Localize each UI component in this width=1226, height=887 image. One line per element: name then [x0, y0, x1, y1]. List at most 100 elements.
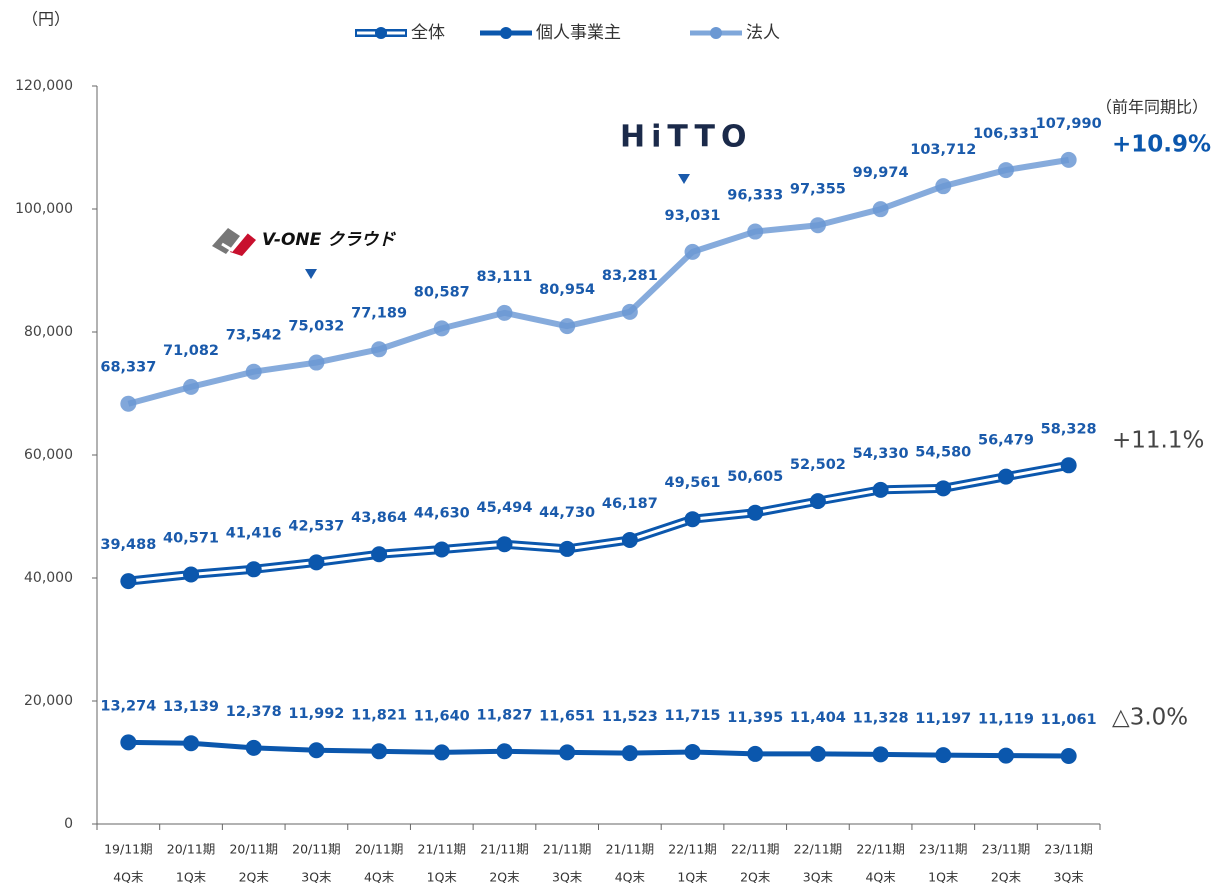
value-label: 11,523 — [602, 709, 658, 725]
marker — [245, 561, 262, 578]
annotation: （前年同期比） — [1096, 98, 1208, 117]
line-inner — [128, 463, 1069, 583]
marker — [245, 739, 262, 756]
value-label: 71,082 — [163, 343, 219, 359]
value-label: 41,416 — [226, 525, 282, 541]
marker — [684, 743, 701, 760]
annotation: +11.1% — [1112, 428, 1204, 454]
marker — [809, 217, 826, 234]
marker — [935, 747, 952, 764]
value-label: 83,281 — [602, 268, 658, 284]
marker — [747, 745, 764, 762]
y-tick-label: 20,000 — [24, 693, 73, 709]
marker — [183, 566, 200, 583]
marker — [559, 318, 576, 335]
y-tick-label: 60,000 — [24, 447, 73, 463]
value-label: 11,395 — [727, 710, 783, 726]
x-tick-label: 1Q末 — [427, 870, 458, 885]
value-label: 39,488 — [100, 537, 156, 553]
annotation: △3.0% — [1112, 705, 1188, 731]
value-label: 40,571 — [163, 530, 219, 546]
marker — [496, 536, 513, 553]
value-label: 44,730 — [539, 505, 595, 521]
marker — [935, 178, 952, 195]
value-label: 50,605 — [727, 469, 783, 485]
y-tick-label: 0 — [64, 816, 73, 832]
value-label: 99,974 — [853, 165, 909, 181]
value-label: 44,630 — [414, 506, 470, 522]
marker — [621, 531, 638, 548]
value-label: 11,119 — [978, 712, 1034, 728]
marker — [997, 162, 1014, 179]
marker — [747, 504, 764, 521]
x-tick-label: 4Q末 — [865, 870, 896, 885]
marker — [371, 341, 388, 358]
value-label: 11,651 — [539, 708, 595, 724]
x-tick-label: 22/11期 — [794, 842, 843, 857]
legend-label: 個人事業主 — [536, 23, 621, 43]
marker — [684, 511, 701, 528]
x-tick-label: 3Q末 — [552, 870, 583, 885]
marker — [935, 480, 952, 497]
x-tick-label: 20/11期 — [229, 842, 278, 857]
x-tick-label: 21/11期 — [418, 842, 467, 857]
value-label: 77,189 — [351, 305, 407, 321]
value-label: 97,355 — [790, 181, 846, 197]
x-tick-label: 1Q末 — [677, 870, 708, 885]
marker — [433, 541, 450, 558]
x-tick-label: 2Q末 — [991, 870, 1022, 885]
x-tick-label: 4Q末 — [364, 870, 395, 885]
marker — [308, 354, 325, 371]
marker — [1060, 457, 1077, 474]
y-tick-label: 120,000 — [15, 78, 73, 94]
x-tick-label: 22/11期 — [856, 842, 905, 857]
value-label: 46,187 — [602, 496, 658, 512]
value-label: 11,640 — [414, 708, 470, 724]
value-label: 13,274 — [100, 698, 156, 714]
value-label: 107,990 — [1036, 116, 1102, 132]
x-tick-label: 22/11期 — [731, 842, 780, 857]
value-label: 12,378 — [226, 704, 282, 720]
x-tick-label: 4Q末 — [615, 870, 646, 885]
marker — [308, 554, 325, 571]
legend-label: 全体 — [411, 23, 445, 43]
marker — [559, 744, 576, 761]
x-tick-label: 3Q末 — [301, 870, 332, 885]
value-label: 106,331 — [973, 126, 1039, 142]
value-label: 11,715 — [665, 708, 721, 724]
x-tick-label: 22/11期 — [668, 842, 717, 857]
marker — [1060, 151, 1077, 168]
value-label: 52,502 — [790, 457, 846, 473]
annotation: HiTTO — [620, 120, 753, 155]
value-label: 73,542 — [226, 328, 282, 344]
annotation: +10.9% — [1112, 132, 1211, 158]
x-tick-label: 2Q末 — [740, 870, 771, 885]
marker — [809, 493, 826, 510]
marker — [1060, 747, 1077, 764]
value-label: 11,827 — [476, 707, 532, 723]
x-tick-label: 23/11期 — [1044, 842, 1093, 857]
marker — [872, 746, 889, 763]
x-tick-label: 1Q末 — [176, 870, 207, 885]
value-label: 45,494 — [476, 500, 532, 516]
y-tick-label: 80,000 — [24, 324, 73, 340]
x-tick-label: 20/11期 — [167, 842, 216, 857]
arrow — [305, 269, 317, 279]
value-label: 54,330 — [853, 446, 909, 462]
marker — [809, 745, 826, 762]
value-label: 56,479 — [978, 433, 1034, 449]
x-tick-label: 2Q末 — [239, 870, 270, 885]
marker — [684, 243, 701, 260]
value-label: 58,328 — [1041, 421, 1097, 437]
x-tick-label: 2Q末 — [489, 870, 520, 885]
value-label: 93,031 — [665, 208, 721, 224]
value-label: 68,337 — [100, 360, 156, 376]
x-tick-label: 3Q末 — [803, 870, 834, 885]
legend-label: 法人 — [746, 23, 780, 43]
x-tick-label: 4Q末 — [113, 870, 144, 885]
line-outer — [127, 460, 1070, 586]
x-tick-label: 20/11期 — [292, 842, 341, 857]
y-tick-label: 40,000 — [24, 570, 73, 586]
value-label: 96,333 — [727, 188, 783, 204]
value-label: 80,587 — [414, 284, 470, 300]
